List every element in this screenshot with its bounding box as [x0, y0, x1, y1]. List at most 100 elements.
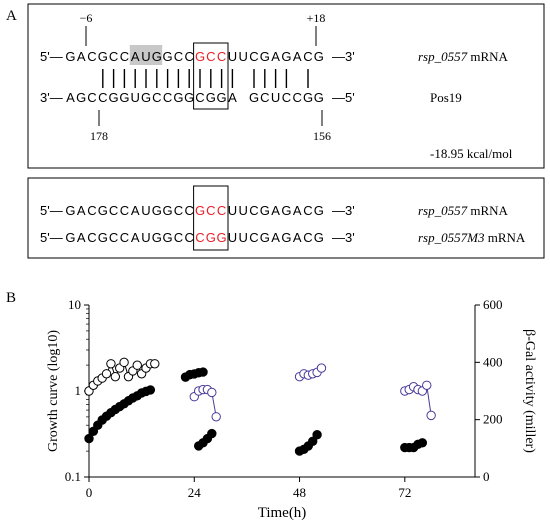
bottom-suffix: —5'	[332, 90, 355, 105]
nucleotide: G	[163, 230, 173, 245]
bottom-marker-left: 178	[90, 129, 108, 143]
y-right-tick-label: 0	[483, 469, 490, 484]
base-pair-lines	[102, 69, 309, 88]
nucleotide: C	[185, 230, 194, 245]
mutation-box	[193, 185, 229, 251]
mut-label-gene: rsp_0557M3	[418, 230, 485, 245]
top-label: rsp_0557 mRNA	[418, 49, 509, 64]
nucleotide: U	[239, 49, 248, 64]
wt-label-gene: rsp_0557	[418, 203, 468, 218]
nucleotide: G	[152, 230, 162, 245]
bottom-prefix: 3'—	[40, 90, 63, 105]
nucleotide: C	[120, 49, 129, 64]
top-suffix: —3'	[332, 49, 355, 64]
top-marker-right: +18	[307, 11, 326, 25]
wt-prefix: 5'—	[40, 203, 63, 218]
nucleotide: C	[174, 230, 183, 245]
data-point	[422, 380, 432, 390]
nucleotide: G	[98, 230, 108, 245]
nucleotide: A	[66, 90, 75, 105]
data-point	[426, 410, 436, 421]
nucleotide: G	[260, 49, 270, 64]
nucleotide: U	[228, 203, 237, 218]
y-left-tick-label: 0.1	[65, 469, 81, 484]
nucleotide: G	[195, 49, 205, 64]
nucleotide: G	[65, 203, 75, 218]
wt-suffix: —3'	[332, 203, 355, 218]
x-tick-label: 0	[86, 485, 93, 500]
nucleotide: U	[141, 203, 150, 218]
nucleotide: G	[119, 90, 129, 105]
data-point	[132, 360, 142, 370]
nucleotide: C	[87, 230, 96, 245]
y-left-tick-label: 1	[75, 383, 82, 398]
nucleotide: A	[293, 49, 302, 64]
nucleotide: C	[195, 230, 204, 245]
nucleotide: C	[260, 90, 269, 105]
mutant-box	[27, 177, 545, 259]
nucleotide: C	[109, 230, 118, 245]
panel-a-label: A	[6, 8, 17, 24]
nucleotide: C	[303, 203, 312, 218]
data-point	[207, 387, 217, 398]
nucleotide: G	[163, 49, 173, 64]
nucleotide: A	[293, 203, 302, 218]
panel-b-label: B	[6, 290, 16, 306]
nucleotide: A	[271, 203, 280, 218]
nucleotide: U	[239, 230, 248, 245]
bottom-label: Pos19	[430, 90, 462, 105]
x-axis-label: Time(h)	[258, 505, 307, 521]
growth-activity-chart: 0.1 1 10 0 200 400 600 0 24 48 72 Time(h) Growth cur…	[46, 297, 537, 521]
data-point	[211, 412, 221, 422]
data-point	[110, 371, 121, 382]
nucleotide: G	[206, 90, 216, 105]
nucleotide: U	[141, 49, 150, 64]
seed-region-box	[193, 42, 229, 110]
nucleotide: G	[109, 90, 119, 105]
nucleotide: G	[314, 203, 324, 218]
nucleotide: C	[98, 90, 107, 105]
nucleotide: C	[109, 49, 118, 64]
nucleotide: C	[249, 230, 258, 245]
nucleotide: G	[163, 203, 173, 218]
y-right-tick-label: 400	[483, 354, 503, 369]
nucleotide: G	[314, 90, 324, 105]
free-energy: -18.95 kcal/mol	[430, 146, 513, 161]
nucleotide: A	[77, 49, 86, 64]
x-tick-label: 72	[398, 485, 411, 500]
nucleotide: C	[217, 203, 226, 218]
nucleotide: G	[65, 49, 75, 64]
nucleotide: G	[249, 90, 259, 105]
nucleotide: A	[77, 203, 86, 218]
mut-suffix: —3'	[332, 230, 355, 245]
data-point	[150, 359, 160, 369]
data-point	[106, 359, 116, 369]
data-point	[101, 369, 112, 379]
y-right-tick-label: 200	[483, 412, 503, 427]
y-right-tick-label: 600	[483, 297, 503, 312]
nucleotide: A	[228, 90, 237, 105]
duplex-box	[27, 3, 545, 169]
nucleotide: U	[131, 90, 140, 105]
nucleotide: G	[303, 90, 313, 105]
nucleotide: G	[206, 230, 216, 245]
nucleotide: G	[184, 90, 194, 105]
nucleotide: U	[239, 203, 248, 218]
nucleotide: A	[131, 203, 140, 218]
nucleotide: C	[282, 90, 291, 105]
y-left-tick-label: 10	[68, 297, 81, 312]
nucleotide: U	[141, 230, 150, 245]
nucleotide: C	[87, 90, 96, 105]
nucleotide: C	[217, 49, 226, 64]
x-tick-label: 24	[188, 485, 202, 500]
data-point	[417, 438, 428, 448]
nucleotide: U	[228, 230, 237, 245]
nucleotide: G	[314, 49, 324, 64]
nucleotide: G	[152, 49, 162, 64]
nucleotide: C	[206, 203, 215, 218]
nucleotide: G	[152, 203, 162, 218]
nucleotide: G	[76, 90, 86, 105]
